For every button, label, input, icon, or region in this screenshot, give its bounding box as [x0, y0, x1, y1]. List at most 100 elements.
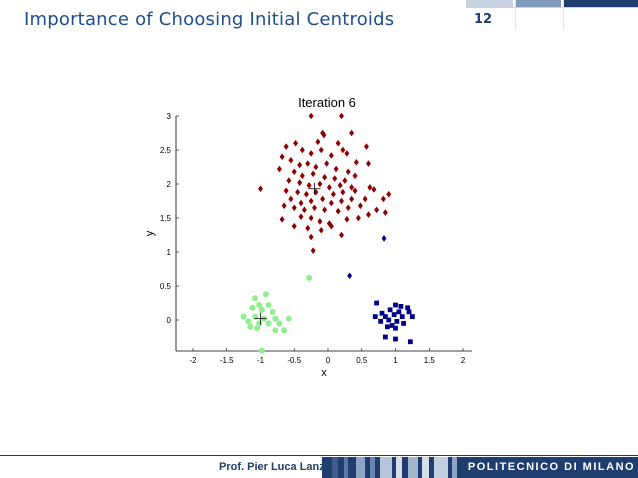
data-point-square [389, 323, 395, 328]
y-tick-label: 1 [167, 248, 172, 257]
data-point-diamond [305, 160, 311, 167]
data-point-square [372, 314, 378, 319]
data-point-circle [240, 313, 247, 320]
data-point-diamond [374, 206, 380, 214]
data-point-diamond [283, 143, 289, 150]
data-point-diamond [305, 224, 311, 232]
data-point-square [379, 310, 385, 316]
header-decoration-block-3 [564, 0, 638, 7]
data-point-square [393, 302, 398, 308]
data-point-diamond [308, 233, 314, 241]
data-point-diamond [318, 146, 324, 154]
data-point-diamond [355, 214, 361, 222]
data-point-diamond [298, 213, 304, 220]
data-point-diamond [291, 168, 297, 176]
data-point-diamond [308, 112, 314, 120]
y-tick-label: 0.5 [160, 282, 172, 291]
scatter-chart: -2 -1.5 -1 -0.5 0 0.5 1 1.5 2 0 0.5 1 1.5 2 2.5 3 Iterat… [144, 95, 472, 379]
data-point-diamond [382, 209, 388, 216]
data-point-diamond [324, 160, 330, 167]
data-point-diamond [381, 235, 387, 242]
data-point-diamond [317, 180, 323, 188]
data-point-diamond [291, 222, 297, 230]
data-point-diamond [299, 172, 305, 180]
data-point-diamond [352, 172, 358, 180]
x-tick-label: -1.5 [220, 356, 234, 365]
data-points [240, 112, 415, 354]
y-axis-title: y [144, 230, 156, 236]
data-point-square [406, 309, 412, 315]
data-point-circle [249, 304, 256, 311]
data-point-square [399, 314, 405, 319]
slide-number: 12 [474, 12, 493, 27]
data-point-circle [256, 302, 263, 309]
data-point-square [394, 318, 400, 324]
data-point-diamond [315, 138, 321, 146]
data-point-diamond [380, 195, 386, 203]
data-point-diamond [328, 152, 334, 159]
x-tick-label: 0.5 [356, 356, 368, 365]
data-point-diamond [386, 190, 392, 198]
data-point-circle [272, 327, 279, 334]
data-point-diamond [306, 182, 312, 189]
data-point-circle [245, 318, 252, 325]
data-point-diamond [339, 112, 344, 120]
header-decoration-vline-1 [515, 0, 516, 30]
footer-author: Prof. Pier Luca Lanzi [219, 461, 328, 473]
data-point-diamond [344, 216, 350, 223]
data-point-diamond [318, 226, 324, 234]
data-point-diamond [330, 190, 336, 198]
data-point-diamond [295, 188, 301, 196]
data-point-diamond [362, 195, 368, 203]
data-point-diamond [303, 190, 309, 198]
data-point-square [393, 336, 398, 342]
data-point-square [409, 314, 415, 319]
y-tick-label: 2 [167, 180, 172, 189]
data-point-diamond [297, 161, 303, 169]
data-point-diamond [297, 179, 303, 186]
data-point-square [387, 307, 393, 313]
x-axis-title: x [321, 367, 327, 379]
data-point-circle [265, 302, 272, 309]
data-point-circle [258, 347, 265, 354]
data-point-circle [269, 308, 276, 315]
data-point-diamond [283, 187, 289, 195]
data-point-diamond [335, 139, 341, 147]
data-point-diamond [345, 204, 351, 212]
data-point-circle [258, 306, 265, 313]
x-tick-label: 1 [393, 356, 398, 365]
data-point-diamond [308, 197, 314, 205]
data-point-diamond [279, 216, 285, 223]
data-point-square [385, 324, 390, 330]
data-point-square [396, 309, 402, 315]
axes [175, 115, 472, 352]
header-decoration-block-2 [516, 0, 561, 7]
data-point-square [382, 334, 388, 340]
data-point-diamond [344, 150, 350, 157]
data-point-diamond [339, 231, 344, 239]
data-point-diamond [320, 129, 326, 137]
data-point-circle [265, 320, 272, 327]
data-point-diamond [279, 153, 285, 161]
data-point-diamond [321, 131, 327, 139]
data-point-diamond [345, 168, 351, 176]
data-point-diamond [326, 220, 332, 227]
x-tick-label: 0 [326, 356, 331, 365]
footer-brand: POLITECNICO DI MILANO [465, 457, 638, 478]
data-point-square [398, 304, 404, 309]
data-point-diamond [281, 202, 287, 210]
slide-title: Importance of Choosing Initial Centroids [24, 9, 395, 30]
data-point-diamond [364, 143, 369, 150]
data-point-diamond [310, 247, 316, 254]
y-tick-label: 0 [167, 316, 172, 325]
x-tick-label: -1 [257, 356, 265, 365]
data-point-diamond [347, 272, 353, 280]
data-point-square [407, 339, 413, 345]
x-tick-label: -0.5 [287, 356, 301, 365]
data-point-diamond [342, 177, 348, 184]
data-point-diamond [371, 186, 377, 193]
data-point-diamond [349, 195, 355, 203]
data-point-diamond [312, 204, 317, 212]
header-decoration-vline-2 [563, 0, 564, 30]
data-point-diamond [367, 184, 373, 191]
